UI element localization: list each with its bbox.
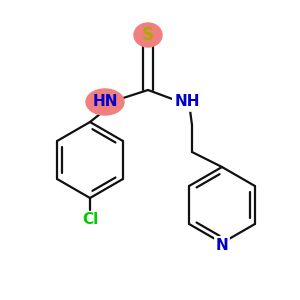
Text: HN: HN	[92, 94, 118, 110]
Ellipse shape	[134, 23, 162, 47]
Text: S: S	[142, 26, 154, 44]
Ellipse shape	[86, 89, 124, 115]
Text: N: N	[216, 238, 228, 253]
Text: NH: NH	[174, 94, 200, 110]
Text: Cl: Cl	[82, 212, 98, 227]
